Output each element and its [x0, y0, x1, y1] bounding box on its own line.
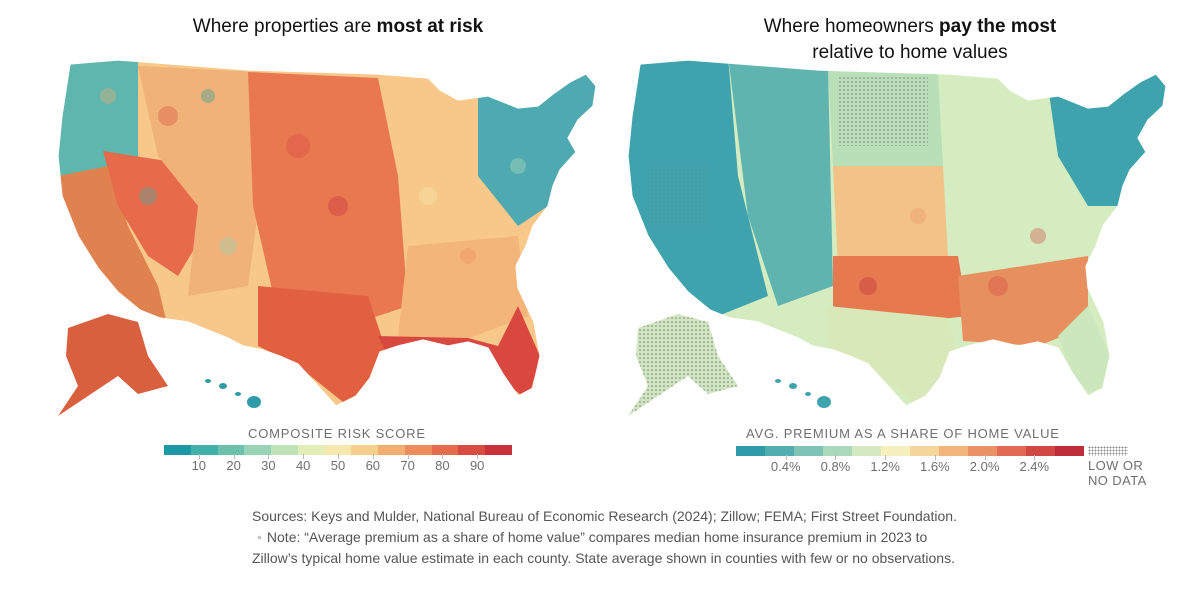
- premium-legend-tick-label: 0.8%: [820, 459, 851, 474]
- map-region-california: [58, 166, 168, 328]
- premium-legend-title: AVG. PREMIUM AS A SHARE OF HOME VALUE: [746, 426, 1060, 441]
- premium-legend-swatch: [765, 446, 794, 456]
- premium-share-map: [627, 59, 1167, 416]
- risk-legend-swatch: [217, 445, 245, 455]
- note-text: Note: “Average premium as a share of hom…: [252, 529, 955, 566]
- map-region-northeast: [478, 66, 596, 226]
- risk-legend-swatch: [297, 445, 325, 455]
- risk-legend-tick-mark: [477, 454, 479, 459]
- risk-legend-swatch: [378, 445, 405, 455]
- premium-legend-swatch: [823, 446, 852, 456]
- risk-legend-swatch: [351, 445, 379, 455]
- no-data-area: [648, 166, 708, 226]
- risk-legend-tick-label: 80: [435, 458, 450, 473]
- map-region-florida: [1058, 306, 1110, 401]
- risk-legend-tick-mark: [198, 454, 200, 459]
- right-title-regular-1: Where homeowners: [763, 16, 940, 37]
- risk-score-map: [57, 59, 597, 416]
- premium-legend-tick-label: 1.2%: [870, 459, 900, 474]
- premium-legend-swatch: [910, 446, 939, 456]
- map-region-central-plains: [833, 166, 948, 266]
- risk-legend-swatch: [458, 445, 486, 455]
- risk-legend-swatch: [404, 445, 432, 455]
- risk-legend-tick-mark: [268, 454, 270, 459]
- premium-legend-swatch: [852, 446, 881, 456]
- premium-legend-tick-label: 2.0%: [969, 459, 1000, 474]
- map-region-alaska: [58, 314, 168, 416]
- premium-legend-tick-mark: [885, 455, 887, 460]
- us-outline: [627, 59, 1167, 407]
- right-title-regular-2: relative to home values: [812, 42, 1008, 63]
- risk-legend-tick-label: 30: [261, 458, 276, 473]
- premium-legend-tick-label: 1.6%: [920, 459, 950, 474]
- left-map-title: Where properties are most at risk: [118, 14, 558, 40]
- premium-legend-swatch: [1055, 446, 1084, 456]
- premium-legend-tick-mark: [785, 455, 787, 460]
- premium-legend-swatch: [997, 446, 1026, 456]
- map-region-texas: [258, 286, 388, 406]
- premium-legend-ticks: 0.4% 0.8% 1.2% 1.6% 2.0% 2.4%: [736, 455, 1084, 483]
- premium-legend-swatch: [794, 446, 823, 456]
- risk-legend-swatch: [485, 445, 512, 455]
- risk-legend-tick-label: 40: [295, 458, 311, 473]
- risk-legend-title: COMPOSITE RISK SCORE: [248, 426, 426, 441]
- no-data-label: LOW OR NO DATA: [1088, 458, 1147, 488]
- risk-legend-colorbar: [164, 445, 512, 455]
- risk-legend-swatch: [431, 445, 459, 455]
- premium-legend-swatch: [881, 446, 910, 456]
- map-region-mountain-west: [728, 60, 833, 306]
- map-region-great-plains: [248, 72, 408, 326]
- map-region-hawaii: [775, 379, 831, 408]
- risk-legend-tick-label: 70: [400, 458, 415, 473]
- risk-legend-tick-mark: [233, 454, 235, 459]
- risk-legend-swatch: [190, 445, 218, 455]
- risk-legend-tick-label: 50: [330, 458, 346, 473]
- map-region-rockies: [138, 66, 263, 296]
- map-region-south-central: [833, 256, 968, 326]
- risk-legend-swatch: [164, 445, 191, 455]
- separator-dot: •: [257, 529, 262, 545]
- premium-legend-colorbar: [736, 446, 1084, 456]
- risk-legend-swatch: [244, 445, 272, 455]
- no-data-area: [838, 76, 928, 146]
- risk-legend-tick-mark: [442, 454, 444, 459]
- left-title-regular: Where properties are: [192, 16, 377, 37]
- no-data-swatch: [1088, 446, 1128, 456]
- premium-legend-swatch: [968, 446, 997, 456]
- premium-legend-tick-mark: [984, 455, 986, 460]
- map-region-hawaii: [205, 379, 261, 408]
- no-data-label-line1: LOW OR: [1088, 458, 1144, 473]
- left-title-bold: most at risk: [376, 16, 484, 37]
- risk-legend-ticks: 10 20 30 40 50 60 70 80 90: [164, 454, 512, 482]
- risk-legend-tick-mark: [372, 454, 374, 459]
- premium-legend-tick-label: 0.4%: [770, 459, 801, 474]
- sources-text: Sources: Keys and Mulder, National Burea…: [252, 508, 957, 524]
- no-data-label-line2: NO DATA: [1088, 473, 1147, 488]
- map-region-texas: [828, 306, 958, 406]
- map-region-southeast: [958, 256, 1088, 346]
- risk-legend-swatch: [324, 445, 352, 455]
- sources-note: Sources: Keys and Mulder, National Burea…: [252, 506, 972, 569]
- premium-legend-swatch: [939, 446, 968, 456]
- no-data-area: [628, 314, 738, 416]
- premium-legend-swatch: [736, 446, 765, 456]
- premium-legend-swatch: [1026, 446, 1055, 456]
- risk-legend-tick-mark: [303, 454, 305, 459]
- risk-legend-tick-label: 90: [469, 458, 485, 473]
- premium-legend-tick-label: 2.4%: [1019, 459, 1050, 474]
- risk-legend-tick-mark: [407, 454, 409, 459]
- premium-legend-tick-mark: [934, 455, 936, 460]
- risk-legend-tick-label: 20: [226, 458, 241, 473]
- right-title-bold: pay the most: [939, 16, 1057, 37]
- risk-legend-tick-mark: [338, 454, 339, 459]
- risk-legend-tick-label: 10: [191, 458, 207, 473]
- premium-legend-tick-mark: [835, 455, 837, 460]
- map-region-southeast: [398, 236, 528, 346]
- risk-legend-tick-label: 60: [365, 458, 381, 473]
- right-map-title: Where homeowners pay the most relative t…: [690, 14, 1130, 66]
- premium-legend-tick-mark: [1034, 455, 1036, 460]
- us-outline: [57, 59, 597, 407]
- risk-legend-swatch: [271, 445, 298, 455]
